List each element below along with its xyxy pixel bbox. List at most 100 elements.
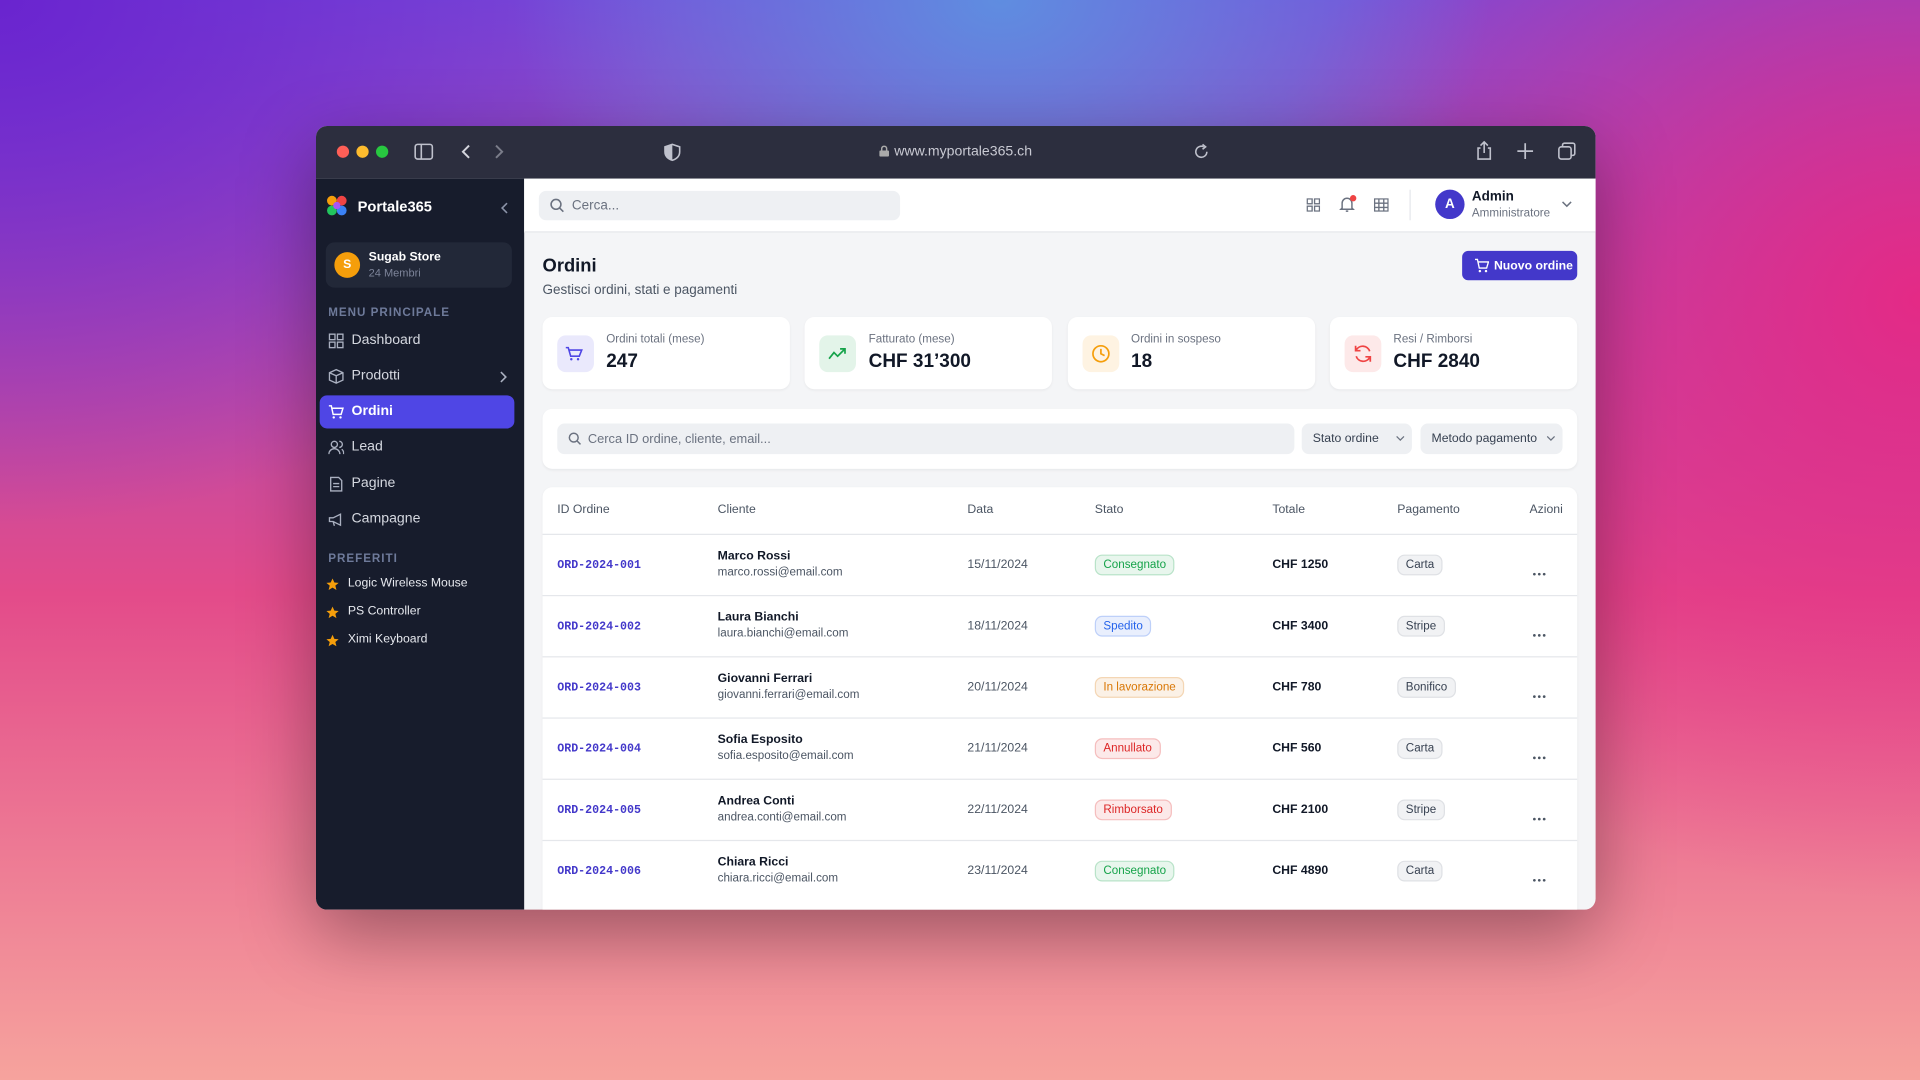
menu-item[interactable]: Pagine xyxy=(320,468,515,501)
order-row[interactable]: ORD-2024-006 Chiara Ricci chiara.ricci@ema… xyxy=(542,839,1578,902)
menu-icon xyxy=(328,440,345,455)
status-badge: Consegnato xyxy=(1094,554,1175,576)
user-menu-chevron[interactable] xyxy=(1561,201,1572,208)
stat-icon xyxy=(557,335,594,373)
share-button[interactable] xyxy=(1476,140,1493,162)
workspace-members: 24 Membri xyxy=(368,266,421,280)
payment-filter[interactable]: Metodo pagamento xyxy=(1420,423,1563,455)
payment-badge: Carta xyxy=(1397,860,1443,882)
actions-button[interactable] xyxy=(1532,868,1549,882)
divider xyxy=(1409,189,1411,221)
favorite-item[interactable]: Ximi Keyboard xyxy=(326,633,510,649)
minimize-button[interactable] xyxy=(356,145,369,158)
status-badge: In lavorazione xyxy=(1094,677,1185,698)
favorite-item[interactable]: Logic Wireless Mouse xyxy=(326,577,510,593)
brand-logo xyxy=(327,195,347,216)
collapse-button[interactable] xyxy=(500,202,510,214)
new-tab-button[interactable] xyxy=(1517,143,1534,160)
customer-name: Chiara Ricci xyxy=(717,855,789,870)
column-header: Totale xyxy=(1272,503,1306,517)
customer-email: giovanni.ferrari@email.com xyxy=(717,688,860,702)
zoom-button[interactable] xyxy=(376,145,389,158)
menu-item[interactable]: Lead xyxy=(320,431,515,464)
more-icon xyxy=(1533,695,1546,698)
url-text: www.myportale365.ch xyxy=(894,144,1033,160)
menu-label: Pagine xyxy=(351,476,396,491)
menu-item[interactable]: Dashboard xyxy=(320,324,515,357)
favorite-label: PS Controller xyxy=(347,604,421,619)
order-total: CHF 4890 xyxy=(1272,864,1329,878)
stat-value: 247 xyxy=(606,351,638,373)
order-search[interactable]: Cerca ID ordine, cliente, email... xyxy=(557,423,1295,455)
stat-glyph xyxy=(828,348,847,360)
new-order-button[interactable]: Nuovo ordine xyxy=(1462,250,1578,281)
reload-button[interactable] xyxy=(1193,143,1210,160)
menu-label: Lead xyxy=(351,439,383,455)
tabs-button[interactable] xyxy=(1558,142,1576,160)
menu-icon xyxy=(328,513,342,527)
order-id[interactable]: ORD-2024-002 xyxy=(557,619,642,633)
customer-email: sofia.esposito@email.com xyxy=(717,749,854,763)
order-date: 20/11/2024 xyxy=(967,680,1028,695)
actions-button[interactable] xyxy=(1532,562,1549,576)
favorite-item[interactable]: PS Controller xyxy=(326,605,510,621)
order-row[interactable]: ORD-2024-002 Laura Bianchi laura.bianchi@e… xyxy=(542,594,1578,657)
order-row[interactable]: ORD-2024-001 Marco Rossi marco.rossi@email… xyxy=(542,533,1578,596)
close-button[interactable] xyxy=(336,145,350,158)
customer-email: laura.bianchi@email.com xyxy=(717,626,849,641)
customer-name: Sofia Esposito xyxy=(717,733,803,747)
order-date: 23/11/2024 xyxy=(967,864,1028,878)
customer-name: Andrea Conti xyxy=(717,794,795,809)
user-avatar[interactable]: A xyxy=(1435,189,1465,220)
order-row[interactable]: ORD-2024-004 Sofia Esposito sofia.esposito… xyxy=(542,717,1578,779)
more-icon xyxy=(1533,634,1546,637)
notifications-button[interactable] xyxy=(1338,195,1358,215)
customer-name: Giovanni Ferrari xyxy=(717,672,813,686)
order-id[interactable]: ORD-2024-006 xyxy=(557,864,642,878)
order-total: CHF 1250 xyxy=(1272,558,1329,572)
actions-button[interactable] xyxy=(1532,807,1549,821)
customer-name: Marco Rossi xyxy=(717,549,791,564)
menu-icon xyxy=(328,333,344,349)
order-row[interactable]: ORD-2024-005 Andrea Conti andrea.conti@ema… xyxy=(542,778,1578,841)
star-icon xyxy=(326,578,339,590)
more-icon xyxy=(1533,572,1546,576)
orders-table: ID Ordine Cliente Data Stato Totale Pagamento… xyxy=(542,487,1578,910)
workspace-avatar: S xyxy=(334,252,361,278)
menu-item[interactable]: Ordini xyxy=(319,395,515,429)
menu-item[interactable]: Campagne xyxy=(320,503,515,536)
sidebar: Portale365 S Sugab Store 24 Membri MENU … xyxy=(316,178,525,910)
privacy-icon[interactable] xyxy=(664,143,681,162)
favorite-label: Ximi Keyboard xyxy=(347,632,428,647)
grid-button[interactable] xyxy=(1373,198,1389,212)
filters-bar: Cerca ID ordine, cliente, email... Stato… xyxy=(542,408,1578,469)
stat-value: CHF 2840 xyxy=(1393,351,1480,373)
sidebar-toggle[interactable] xyxy=(414,143,434,160)
order-total: CHF 2100 xyxy=(1272,803,1329,817)
workspace-switcher[interactable]: S Sugab Store 24 Membri xyxy=(325,242,512,288)
url-bar[interactable]: www.myportale365.ch xyxy=(316,144,1596,159)
order-id[interactable]: ORD-2024-004 xyxy=(557,741,642,756)
page-subtitle: Gestisci ordini, stati e pagamenti xyxy=(542,282,738,298)
order-date: 15/11/2024 xyxy=(967,558,1028,572)
actions-button[interactable] xyxy=(1532,746,1549,760)
status-filter[interactable]: Stato ordine xyxy=(1301,423,1412,455)
order-id[interactable]: ORD-2024-005 xyxy=(557,803,642,817)
forward-button[interactable] xyxy=(492,143,504,160)
customer-name: Laura Bianchi xyxy=(717,610,799,625)
column-header: ID Ordine xyxy=(557,503,610,517)
menu-label: Ordini xyxy=(351,403,393,419)
actions-button[interactable] xyxy=(1532,684,1549,698)
order-id[interactable]: ORD-2024-003 xyxy=(557,680,642,695)
order-row[interactable]: ORD-2024-003 Giovanni Ferrari giovanni.fer… xyxy=(542,656,1578,718)
back-button[interactable] xyxy=(460,143,472,160)
global-search[interactable]: Cerca... xyxy=(538,190,901,221)
menu-label: Campagne xyxy=(351,511,421,527)
stat-glyph xyxy=(1354,345,1372,363)
apps-button[interactable] xyxy=(1306,198,1321,212)
order-id[interactable]: ORD-2024-001 xyxy=(557,558,642,572)
menu-item[interactable]: Prodotti xyxy=(320,360,515,393)
actions-button[interactable] xyxy=(1532,623,1549,637)
page-title: Ordini xyxy=(542,255,597,277)
payment-badge: Bonifico xyxy=(1397,677,1456,698)
